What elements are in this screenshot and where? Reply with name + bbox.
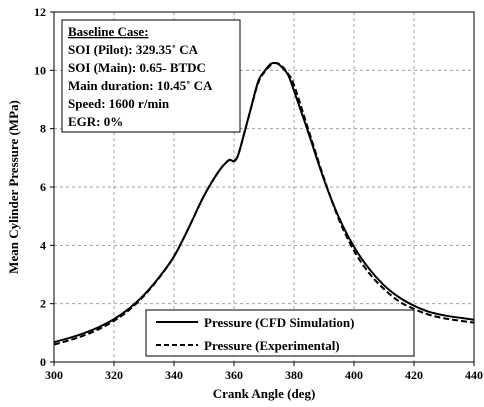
- legend-frame: [145, 309, 415, 357]
- x-tick-label: 380: [285, 368, 303, 382]
- series-layer: [53, 61, 475, 346]
- y-tick-label: 6: [40, 180, 46, 194]
- info-speed: Speed: 1600 r/min: [68, 96, 170, 111]
- info-main-duration: Main duration: 10.45˚ CA: [68, 78, 213, 93]
- legend-label-cfd: Pressure (CFD Simulation): [204, 315, 354, 330]
- x-tick-label: 300: [45, 368, 63, 382]
- x-tick-label: 320: [105, 368, 123, 382]
- x-tick-label: 400: [345, 368, 363, 382]
- info-box: Baseline Case: SOI (Pilot): 329.35˚ CA S…: [61, 19, 241, 133]
- tick-layer: 300 320 340 360 380 400 420 440 0 2 4 6 8 10 12: [34, 5, 483, 382]
- x-tick-label: 440: [465, 368, 483, 382]
- y-tick-label: 0: [40, 355, 46, 369]
- y-tick-label: 4: [40, 238, 46, 252]
- y-tick-label: 2: [40, 297, 46, 311]
- x-tick-label: 360: [225, 368, 243, 382]
- y-tick-label: 10: [34, 63, 46, 77]
- info-box-heading: Baseline Case:: [68, 24, 149, 39]
- x-tick-label: 340: [165, 368, 183, 382]
- y-tick-label: 8: [40, 122, 46, 136]
- info-egr: EGR: 0%: [68, 114, 123, 129]
- info-box-frame: [61, 19, 241, 133]
- info-soi-pilot: SOI (Pilot): 329.35˚ CA: [68, 42, 199, 57]
- x-axis-label: Crank Angle (deg): [213, 386, 316, 401]
- y-axis-label: Mean Cylinder Pressure (MPa): [6, 100, 21, 274]
- series-line-experimental: [53, 62, 475, 346]
- legend: Pressure (CFD Simulation) Pressure (Expe…: [145, 309, 415, 357]
- x-tick-label: 420: [405, 368, 423, 382]
- y-tick-label: 12: [34, 5, 46, 19]
- info-soi-main: SOI (Main): 0.65˗ BTDC: [68, 60, 206, 75]
- legend-label-experimental: Pressure (Experimental): [204, 338, 340, 353]
